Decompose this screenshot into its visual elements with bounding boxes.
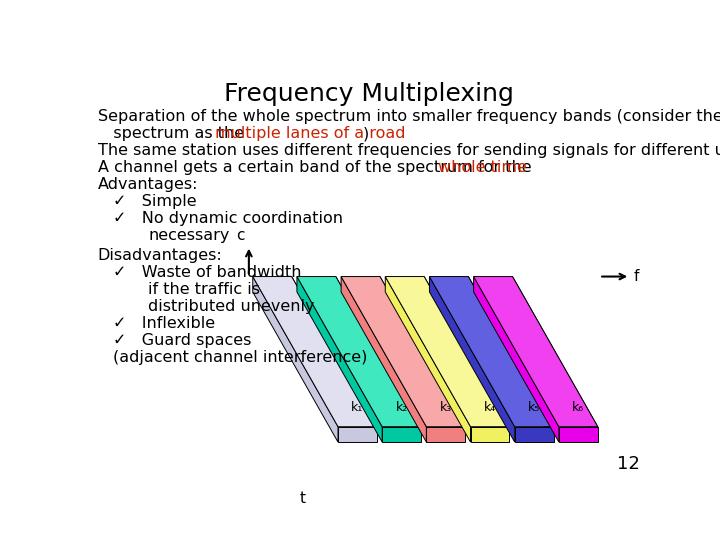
Text: if the traffic is: if the traffic is	[148, 282, 260, 297]
Text: A channel gets a certain band of the spectrum for the: A channel gets a certain band of the spe…	[98, 160, 536, 176]
Text: Frequency Multiplexing: Frequency Multiplexing	[224, 82, 514, 106]
Text: k₅: k₅	[528, 401, 540, 414]
Text: necessary: necessary	[148, 228, 230, 243]
Polygon shape	[385, 276, 471, 442]
Text: ✓   Guard spaces: ✓ Guard spaces	[113, 333, 251, 348]
Polygon shape	[297, 276, 421, 427]
Text: Separation of the whole spectrum into smaller frequency bands (consider the whol: Separation of the whole spectrum into sm…	[98, 110, 720, 124]
Text: f: f	[634, 269, 639, 284]
Polygon shape	[474, 276, 559, 442]
Polygon shape	[292, 276, 377, 442]
Polygon shape	[424, 276, 509, 442]
Text: k₆: k₆	[572, 401, 585, 414]
Polygon shape	[380, 276, 465, 442]
Polygon shape	[253, 276, 377, 427]
Polygon shape	[382, 427, 421, 442]
Polygon shape	[253, 276, 338, 442]
Polygon shape	[341, 276, 465, 427]
Text: distributed unevenly: distributed unevenly	[148, 299, 315, 314]
Text: ): )	[363, 126, 369, 141]
Text: whole time: whole time	[438, 160, 526, 176]
Polygon shape	[513, 276, 598, 442]
Polygon shape	[297, 276, 382, 442]
Text: 12: 12	[617, 455, 640, 473]
Text: (adjacent channel interference): (adjacent channel interference)	[113, 350, 368, 364]
Text: ✓   Simple: ✓ Simple	[113, 194, 197, 209]
Polygon shape	[429, 276, 515, 442]
Text: c: c	[236, 228, 245, 244]
Polygon shape	[515, 427, 554, 442]
Text: k₄: k₄	[484, 401, 496, 414]
Polygon shape	[336, 276, 421, 442]
Text: multiple lanes of a road: multiple lanes of a road	[215, 126, 405, 141]
Polygon shape	[385, 276, 509, 427]
Polygon shape	[341, 276, 426, 442]
Text: ✓   Waste of bandwidth: ✓ Waste of bandwidth	[113, 265, 302, 280]
Polygon shape	[338, 427, 377, 442]
Text: spectrum as the: spectrum as the	[98, 126, 249, 141]
Text: k₂: k₂	[395, 401, 408, 414]
Text: k₁: k₁	[351, 401, 364, 414]
Polygon shape	[471, 427, 509, 442]
Text: Disadvantages:: Disadvantages:	[98, 248, 222, 263]
Polygon shape	[474, 276, 598, 427]
Text: Advantages:: Advantages:	[98, 177, 198, 192]
Polygon shape	[426, 427, 465, 442]
Polygon shape	[468, 276, 554, 442]
Polygon shape	[429, 276, 554, 427]
Text: k₃: k₃	[440, 401, 452, 414]
Text: The same station uses different frequencies for sending signals for different us: The same station uses different frequenc…	[98, 143, 720, 158]
Polygon shape	[559, 427, 598, 442]
Text: ✓   Inflexible: ✓ Inflexible	[113, 316, 215, 331]
Text: ✓   No dynamic coordination: ✓ No dynamic coordination	[113, 211, 343, 226]
Text: t: t	[300, 491, 306, 505]
